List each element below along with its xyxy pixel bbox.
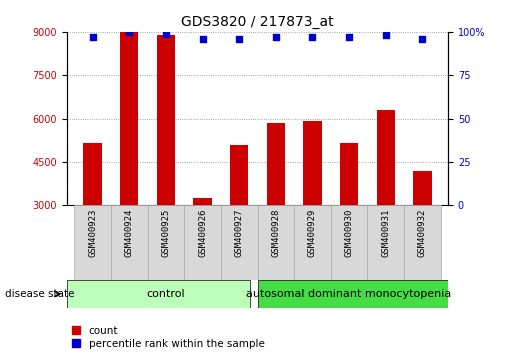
Text: GSM400926: GSM400926 [198,209,207,257]
Point [308,34,317,40]
Text: GSM400931: GSM400931 [381,209,390,257]
Point [345,34,353,40]
Bar [221,205,258,280]
Bar [157,35,175,205]
Text: GSM400924: GSM400924 [125,209,134,257]
Text: control: control [147,289,185,299]
Bar [340,143,358,205]
Bar [303,121,322,205]
Text: GSM400929: GSM400929 [308,209,317,257]
Bar [258,205,294,280]
Bar [184,205,221,280]
Bar [267,123,285,205]
Text: GSM400923: GSM400923 [88,209,97,257]
Point [162,31,170,36]
Point [89,34,97,40]
Text: autosomal dominant monocytopenia: autosomal dominant monocytopenia [247,289,452,299]
Point [235,36,243,42]
Point [198,36,207,42]
Bar [404,205,441,280]
Point [272,34,280,40]
Text: GSM400928: GSM400928 [271,209,280,257]
Bar [294,205,331,280]
Bar [67,280,250,308]
Bar [376,110,395,205]
Legend: count, percentile rank within the sample: count, percentile rank within the sample [72,326,265,349]
Point [382,33,390,38]
Bar [74,205,111,280]
Title: GDS3820 / 217873_at: GDS3820 / 217873_at [181,16,334,29]
Bar [120,32,139,205]
Bar [83,143,102,205]
Point [125,29,133,35]
Bar [111,205,148,280]
Text: GSM400932: GSM400932 [418,209,427,257]
Bar [148,205,184,280]
Point [418,36,426,42]
Bar [230,144,248,205]
Text: GSM400927: GSM400927 [235,209,244,257]
Bar [258,280,448,308]
Bar [193,198,212,205]
Bar [331,205,367,280]
Bar [367,205,404,280]
Text: GSM400930: GSM400930 [345,209,354,257]
Text: disease state: disease state [5,289,75,299]
Bar [413,171,432,205]
Text: GSM400925: GSM400925 [161,209,170,257]
